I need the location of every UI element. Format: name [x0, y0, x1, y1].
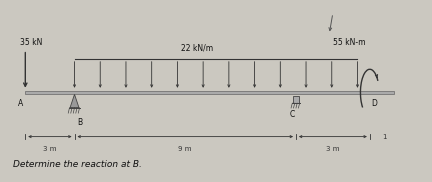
Polygon shape — [70, 94, 79, 108]
Text: Determine the reaction at B.: Determine the reaction at B. — [13, 160, 142, 169]
Text: 1: 1 — [382, 134, 387, 140]
Text: 3 m: 3 m — [43, 146, 57, 152]
Text: 35 kN: 35 kN — [20, 38, 43, 47]
Text: 22 kN/m: 22 kN/m — [181, 44, 213, 53]
Text: A: A — [18, 99, 23, 108]
Bar — [293, 96, 299, 103]
Text: 55 kN-m: 55 kN-m — [333, 38, 365, 47]
Text: C: C — [289, 110, 295, 119]
FancyBboxPatch shape — [25, 91, 394, 94]
Text: B: B — [77, 118, 82, 127]
Text: D: D — [371, 99, 377, 108]
Text: 9 m: 9 m — [178, 146, 192, 152]
Text: 3 m: 3 m — [326, 146, 340, 152]
